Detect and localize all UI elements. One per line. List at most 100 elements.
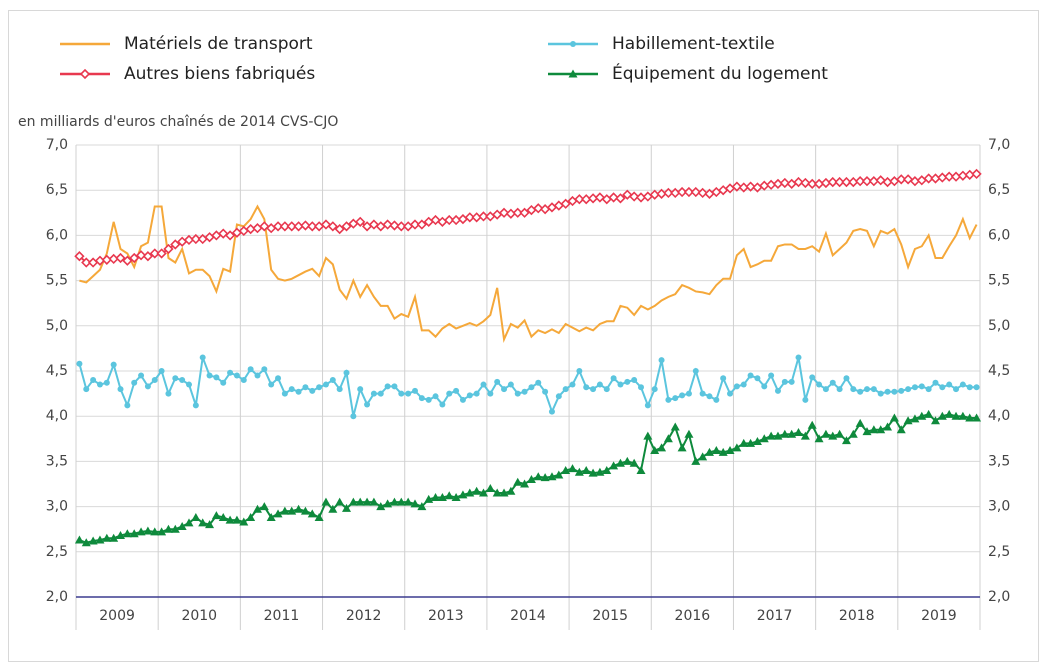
point [369,497,379,506]
point [391,383,398,390]
point [110,361,117,368]
point [439,401,446,408]
point [779,177,790,189]
point [658,357,665,364]
point [807,178,818,190]
y-tick-label-right: 5,5 [988,273,1010,289]
point [774,387,781,394]
point [412,387,418,394]
point [953,386,960,393]
point [679,392,686,399]
point [629,458,639,467]
frame [8,10,1039,662]
point [869,425,879,434]
point [855,176,866,187]
point [103,379,110,386]
point [225,515,235,524]
point [302,384,309,391]
point [417,502,427,511]
point [246,512,256,521]
point [142,251,154,262]
point [547,472,557,481]
point [704,447,714,456]
point [424,494,434,503]
point [657,443,667,452]
point [732,443,742,452]
point [199,354,206,361]
point [143,526,153,535]
point [186,381,192,388]
y-tick-label: 6,0 [46,227,68,243]
point [431,493,441,502]
point [478,488,488,497]
point [520,479,530,488]
point [829,379,836,386]
point [288,386,295,393]
point [739,438,749,447]
legend-label: Équipement du logement [612,62,828,84]
x-tick-label: 2014 [510,608,546,624]
point [650,446,660,455]
point [540,473,550,482]
point [745,181,756,192]
point [273,509,283,518]
point [218,512,228,521]
point [348,497,358,506]
y-tick-label-right: 7,0 [988,137,1010,153]
point [855,418,865,427]
point [636,465,646,474]
series-line [79,413,977,544]
point [266,512,276,521]
point [95,535,105,544]
point [416,219,427,230]
y-tick-label: 4,0 [46,408,68,424]
y-tick-label: 6,5 [46,182,68,198]
point [364,401,371,408]
legend-marker [79,68,91,80]
point [718,447,728,456]
point [622,456,632,465]
point [320,219,332,230]
point [752,437,762,446]
point [224,230,236,241]
point [780,429,790,438]
point [761,383,768,390]
point [966,384,973,391]
point [946,381,953,388]
point [848,429,858,438]
point [676,186,688,198]
point [533,472,543,481]
point [731,181,743,192]
point [239,517,249,526]
point [122,255,133,266]
point [382,219,393,230]
point [697,187,708,199]
point [451,493,461,502]
point [841,436,851,445]
point [554,470,564,479]
point [958,411,968,420]
point [816,381,823,388]
point [309,387,316,394]
point [410,499,420,508]
point [608,192,619,203]
point [294,504,304,513]
point [638,384,644,391]
point [487,390,494,397]
point [861,176,873,187]
point [343,369,350,376]
point [875,175,886,186]
point [81,257,92,268]
point [444,491,454,500]
point [533,203,544,214]
point [389,220,400,231]
point [725,446,735,455]
point [802,396,809,403]
y-tick-label-right: 2,5 [988,544,1010,560]
point [150,527,160,536]
point [973,384,980,391]
point [252,504,262,513]
point [581,465,591,474]
point [706,393,713,400]
